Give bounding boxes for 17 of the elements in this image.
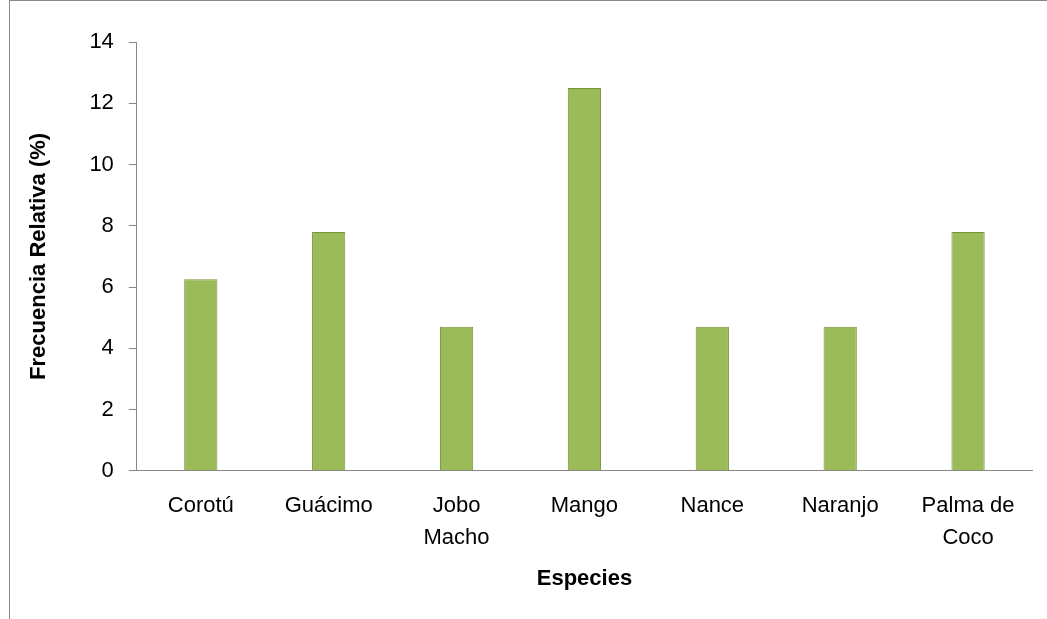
y-tick-label: 6	[101, 273, 114, 299]
x-tick-label: Palma de Coco	[921, 491, 1015, 549]
x-tick-label: Naranjo	[801, 491, 879, 517]
y-tick-label: 4	[101, 334, 114, 360]
y-tick-label: 2	[101, 395, 114, 421]
x-tick-label: Mango	[550, 491, 619, 517]
x-tick-label: Guácimo	[284, 491, 373, 517]
y-tick-label: 12	[89, 89, 114, 115]
y-tick-label: 10	[89, 150, 114, 176]
y-tick-label: 8	[101, 211, 114, 237]
x-tick-label: Jobo Macho	[423, 491, 490, 549]
y-axis-title: Frecuencia Relativa (%)	[25, 132, 51, 380]
x-axis-title: Especies	[536, 564, 633, 590]
x-tick-label: Nance	[680, 491, 745, 517]
y-tick-label: 14	[89, 28, 114, 54]
y-tick-label: 0	[101, 456, 114, 482]
x-tick-label: Corotú	[167, 491, 234, 517]
